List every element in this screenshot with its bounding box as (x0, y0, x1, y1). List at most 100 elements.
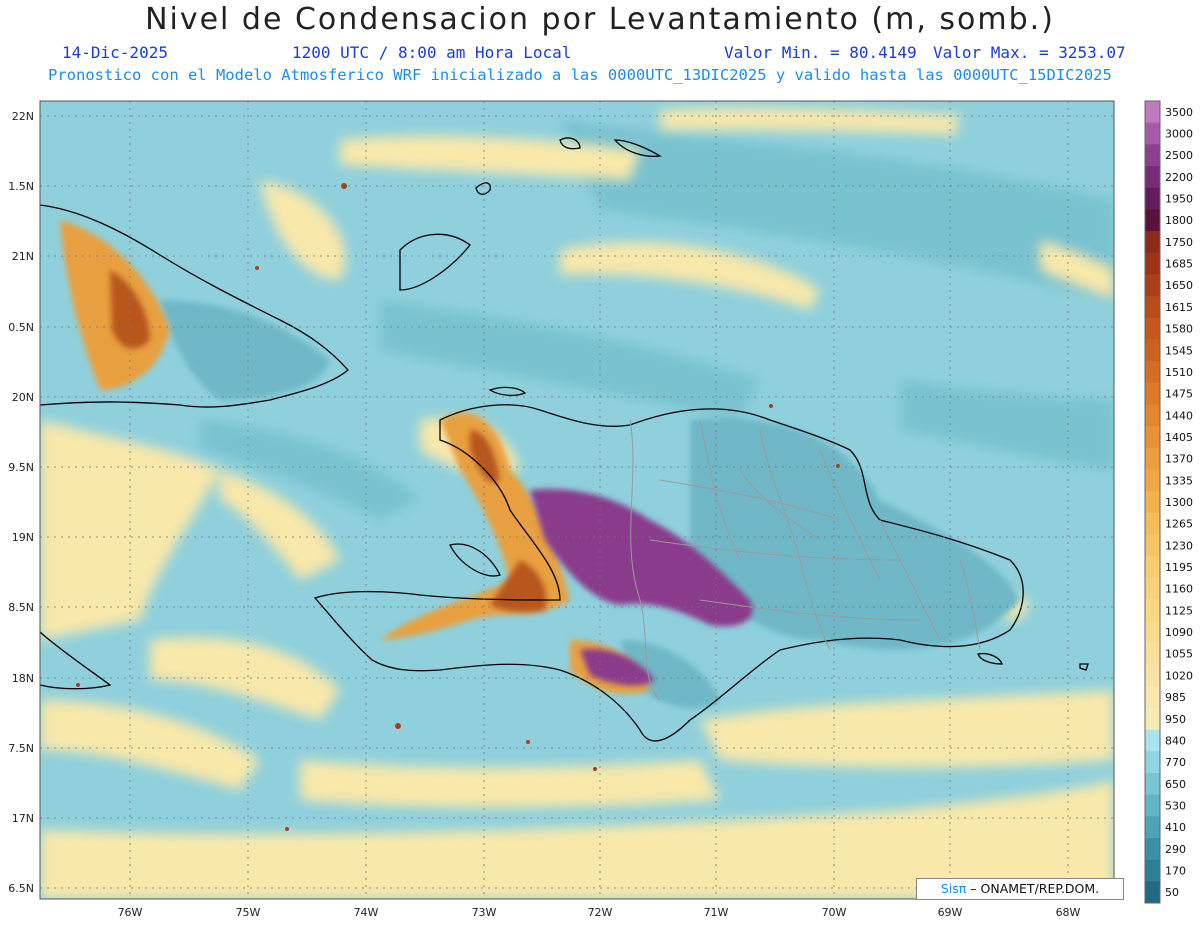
colorbar-swatch (1145, 187, 1160, 210)
colorbar-label: 170 (1165, 864, 1186, 877)
lon-label: 73W (472, 906, 497, 919)
turks-caicos (559, 137, 662, 158)
colorbar-swatch (1145, 122, 1160, 145)
colorbar-label: 1055 (1165, 648, 1193, 661)
lat-label: 9.5N (8, 461, 34, 474)
mona-island (1079, 663, 1089, 671)
max-value: Valor Max. = 3253.07 (933, 43, 1126, 62)
colorbar-label: 1750 (1165, 236, 1193, 249)
colorbar-label: 290 (1165, 843, 1186, 856)
lcl-map: 22N 1.5N 21N 0.5N 20N 9.5N 19N 8.5N 18N … (8, 100, 1193, 919)
lat-label: 8.5N (8, 601, 34, 614)
colorbar-label: 1440 (1165, 409, 1193, 422)
lat-label: 6.5N (8, 882, 34, 895)
colorbar-label: 1510 (1165, 366, 1193, 379)
lat-label: 20N (12, 391, 34, 404)
bahamas-island-1 (399, 233, 471, 291)
colorbar-swatch (1145, 577, 1160, 601)
min-value: Valor Min. = 80.4149 (724, 43, 917, 62)
colorbar-label: 1685 (1165, 258, 1193, 271)
colorbar-swatch (1145, 772, 1160, 796)
longitude-labels: 76W 75W 74W 73W 72W 71W 70W 69W 68W (118, 906, 1081, 919)
colorbar-label: 1580 (1165, 323, 1193, 336)
colorbar-swatch (1145, 144, 1160, 167)
colorbar-label: 3000 (1165, 128, 1193, 141)
lat-label: 18N (12, 672, 34, 685)
colorbar-label: 530 (1165, 799, 1186, 812)
lat-label: 19N (12, 531, 34, 544)
lon-label: 70W (822, 906, 847, 919)
colorbar-label: 1300 (1165, 496, 1193, 509)
saona-island (977, 652, 1003, 665)
colorbar-swatch (1145, 664, 1160, 687)
lon-label: 69W (938, 906, 963, 919)
colorbar-label: 1335 (1165, 474, 1193, 487)
colorbar-label: 770 (1165, 756, 1186, 769)
cuba-coast (40, 204, 349, 408)
colorbar-swatch (1145, 599, 1160, 622)
bahamas-island-2 (475, 182, 491, 195)
colorbar-label: 3500 (1165, 106, 1193, 119)
sispi-logo: Sisπ (940, 881, 967, 896)
colorbar-label: 1615 (1165, 301, 1193, 314)
credit-text: – ONAMET/REP.DOM. (970, 881, 1100, 896)
colorbar-label: 650 (1165, 778, 1186, 791)
forecast-date: 14-Dic-2025 (62, 43, 168, 62)
colorbar-swatch (1145, 426, 1160, 449)
lat-label: 7.5N (8, 742, 34, 755)
colorbar-swatch (1145, 339, 1160, 362)
colorbar-label: 1545 (1165, 344, 1193, 357)
colorbar-label: 1020 (1165, 669, 1193, 682)
lat-label: 21N (12, 250, 34, 263)
colorbar-label: 1090 (1165, 626, 1193, 639)
colorbar-swatch (1145, 794, 1160, 817)
coastlines (40, 137, 1089, 742)
lon-label: 76W (118, 906, 143, 919)
colorbar-swatch (1145, 491, 1160, 514)
province-boundaries (629, 419, 981, 701)
colorbar-label: 410 (1165, 821, 1186, 834)
colorbar-swatch (1145, 166, 1160, 189)
colorbar-swatch (1145, 361, 1160, 384)
jamaica-coast (40, 631, 112, 690)
colorbar-label: 1230 (1165, 539, 1193, 552)
colorbar-swatch (1145, 621, 1160, 644)
colorbar-label: 1370 (1165, 453, 1193, 466)
colorbar-label: 1475 (1165, 388, 1193, 401)
lon-label: 75W (236, 906, 261, 919)
lat-label: 17N (12, 812, 34, 825)
lon-label: 72W (588, 906, 613, 919)
colorbar-swatch (1145, 231, 1160, 254)
colorbar-frame (1144, 100, 1161, 904)
colorbar-swatch (1145, 447, 1160, 470)
colorbar-label: 1800 (1165, 214, 1193, 227)
grid (40, 101, 1114, 899)
colorbar-label: 950 (1165, 713, 1186, 726)
colorbar-swatch (1145, 296, 1160, 319)
colorbar-swatch (1145, 252, 1160, 275)
colorbar-swatch (1145, 101, 1160, 124)
colorbar-swatch (1145, 751, 1160, 774)
colorbar-label: 1405 (1165, 431, 1193, 444)
colorbar-swatch (1145, 837, 1160, 861)
colorbar-label: 2200 (1165, 171, 1193, 184)
colorbar-swatch (1145, 404, 1160, 427)
colorbar-swatch (1145, 686, 1160, 709)
colorbar-label: 1950 (1165, 193, 1193, 206)
lon-label: 71W (704, 906, 729, 919)
colorbar-swatch (1145, 534, 1160, 557)
colorbar-swatch (1145, 707, 1160, 731)
lon-label: 74W (354, 906, 379, 919)
lon-label: 68W (1056, 906, 1081, 919)
tortuga-island (488, 386, 527, 397)
colorbar-swatch (1145, 729, 1160, 752)
plot-frame (39, 100, 1115, 900)
model-description: Pronostico con el Modelo Atmosferico WRF… (48, 66, 1112, 84)
colorbar-label: 1125 (1165, 604, 1193, 617)
colorbar-swatch (1145, 469, 1160, 492)
colorbar-label: 1265 (1165, 518, 1193, 531)
colorbar-swatch (1145, 881, 1160, 904)
colorbar-swatch (1145, 512, 1160, 536)
gonave-island (449, 543, 501, 577)
colorbar-label: 1195 (1165, 561, 1193, 574)
